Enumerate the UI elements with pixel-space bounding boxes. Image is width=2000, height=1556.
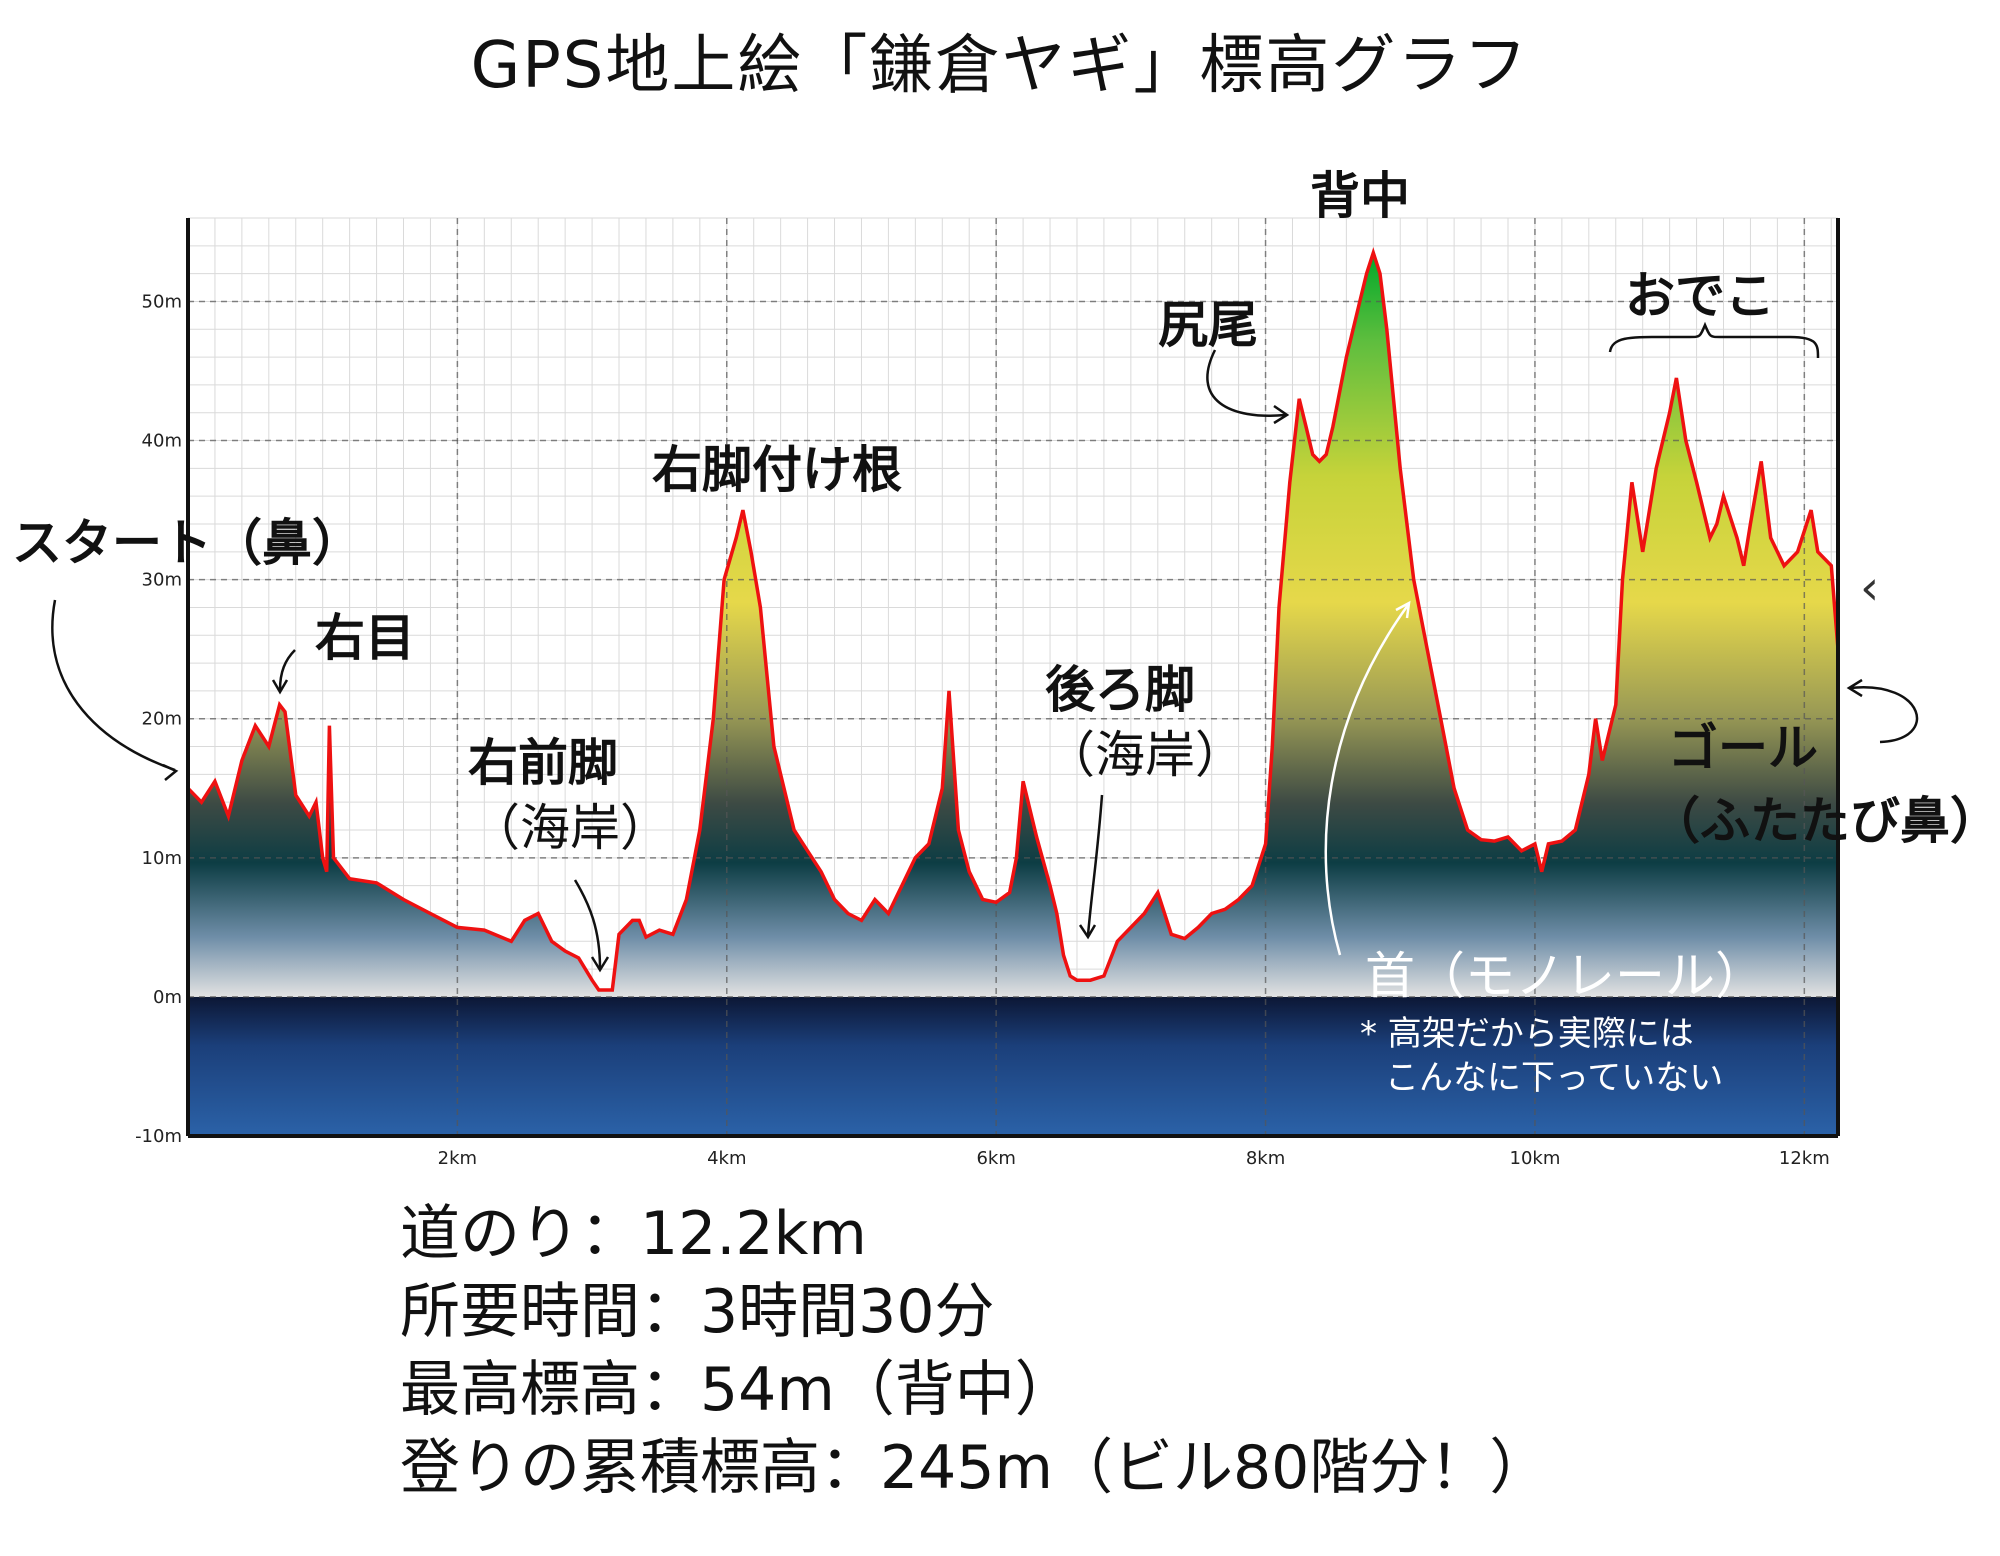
stat-duration: 所要時間：3時間30分 bbox=[400, 1277, 995, 1347]
neck-note-line-1: * 高架だから実際には bbox=[1360, 1014, 1694, 1054]
y-tick-label: 10m bbox=[142, 848, 182, 869]
y-tick-label: 0m bbox=[153, 987, 182, 1008]
axis-ticks: 50m 40m 30m 20m 10m 0m -10m 2km 4km 6km 8km 10km 12k… bbox=[135, 291, 1830, 1169]
elevation-line bbox=[188, 247, 1838, 992]
x-tick-label: 8km bbox=[1246, 1148, 1285, 1169]
annotation-coast-2: （海岸） bbox=[1045, 726, 1245, 784]
x-tick-label: 12km bbox=[1779, 1148, 1830, 1169]
y-tick-label: 20m bbox=[142, 709, 182, 730]
right-eye-arrow bbox=[278, 649, 296, 691]
y-tick-label: 50m bbox=[142, 291, 182, 312]
tail-arrow bbox=[1206, 349, 1286, 417]
hindleg-arrow bbox=[1086, 794, 1104, 936]
y-tick-label: 30m bbox=[142, 570, 182, 591]
annotation-tail: 尻尾 bbox=[1158, 296, 1258, 354]
start-arrow bbox=[51, 599, 176, 772]
stat-total-ascent: 登りの累積標高：245m（ビル80階分！） bbox=[400, 1433, 1550, 1503]
x-tick-label: 4km bbox=[707, 1148, 746, 1169]
collapse-chevron-icon[interactable]: ‹ bbox=[1860, 560, 1880, 616]
neck-note-line-2: こんなに下っていない bbox=[1385, 1058, 1724, 1098]
annotation-coast-1: （海岸） bbox=[470, 799, 670, 857]
annotation-right-foreleg: 右前脚 bbox=[468, 734, 618, 792]
stats-panel: 道のり：12.2km 所要時間：3時間30分 最高標高：54m（背中） 登りの累… bbox=[400, 1195, 1549, 1507]
annotation-start: スタート（鼻） bbox=[12, 514, 362, 572]
annotation-goal: ゴール bbox=[1668, 719, 1818, 777]
foreleg-arrow bbox=[573, 879, 602, 969]
stat-distance: 道のり：12.2km bbox=[400, 1199, 867, 1269]
annotation-back: 背中 bbox=[1310, 167, 1410, 225]
x-tick-label: 10km bbox=[1510, 1148, 1561, 1169]
y-tick-label: 40m bbox=[142, 431, 182, 452]
elevation-area bbox=[188, 252, 1838, 997]
goal-arrow bbox=[1849, 686, 1919, 744]
chart-title: GPS地上絵「鎌倉ヤギ」標高グラフ bbox=[470, 29, 1530, 103]
sea-band bbox=[188, 996, 1838, 1136]
annotation-hind-leg: 後ろ脚 bbox=[1045, 661, 1195, 719]
x-tick-label: 2km bbox=[438, 1148, 477, 1169]
annotation-forehead: おでこ bbox=[1625, 267, 1775, 325]
stat-max-elevation: 最高標高：54m（背中） bbox=[400, 1355, 1075, 1425]
x-tick-label: 6km bbox=[976, 1148, 1015, 1169]
annotation-goal-sub: （ふたたび鼻） bbox=[1650, 792, 2000, 850]
annotation-neck: 首（モノレール） bbox=[1365, 947, 1765, 1005]
annotation-right-leg-base: 右脚付け根 bbox=[652, 441, 902, 499]
annotation-right-eye: 右目 bbox=[315, 609, 415, 667]
y-tick-label: -10m bbox=[135, 1126, 182, 1147]
neck-arrow bbox=[1324, 600, 1411, 956]
annotation-arrows bbox=[51, 321, 1919, 973]
forehead-brace bbox=[1608, 321, 1820, 359]
